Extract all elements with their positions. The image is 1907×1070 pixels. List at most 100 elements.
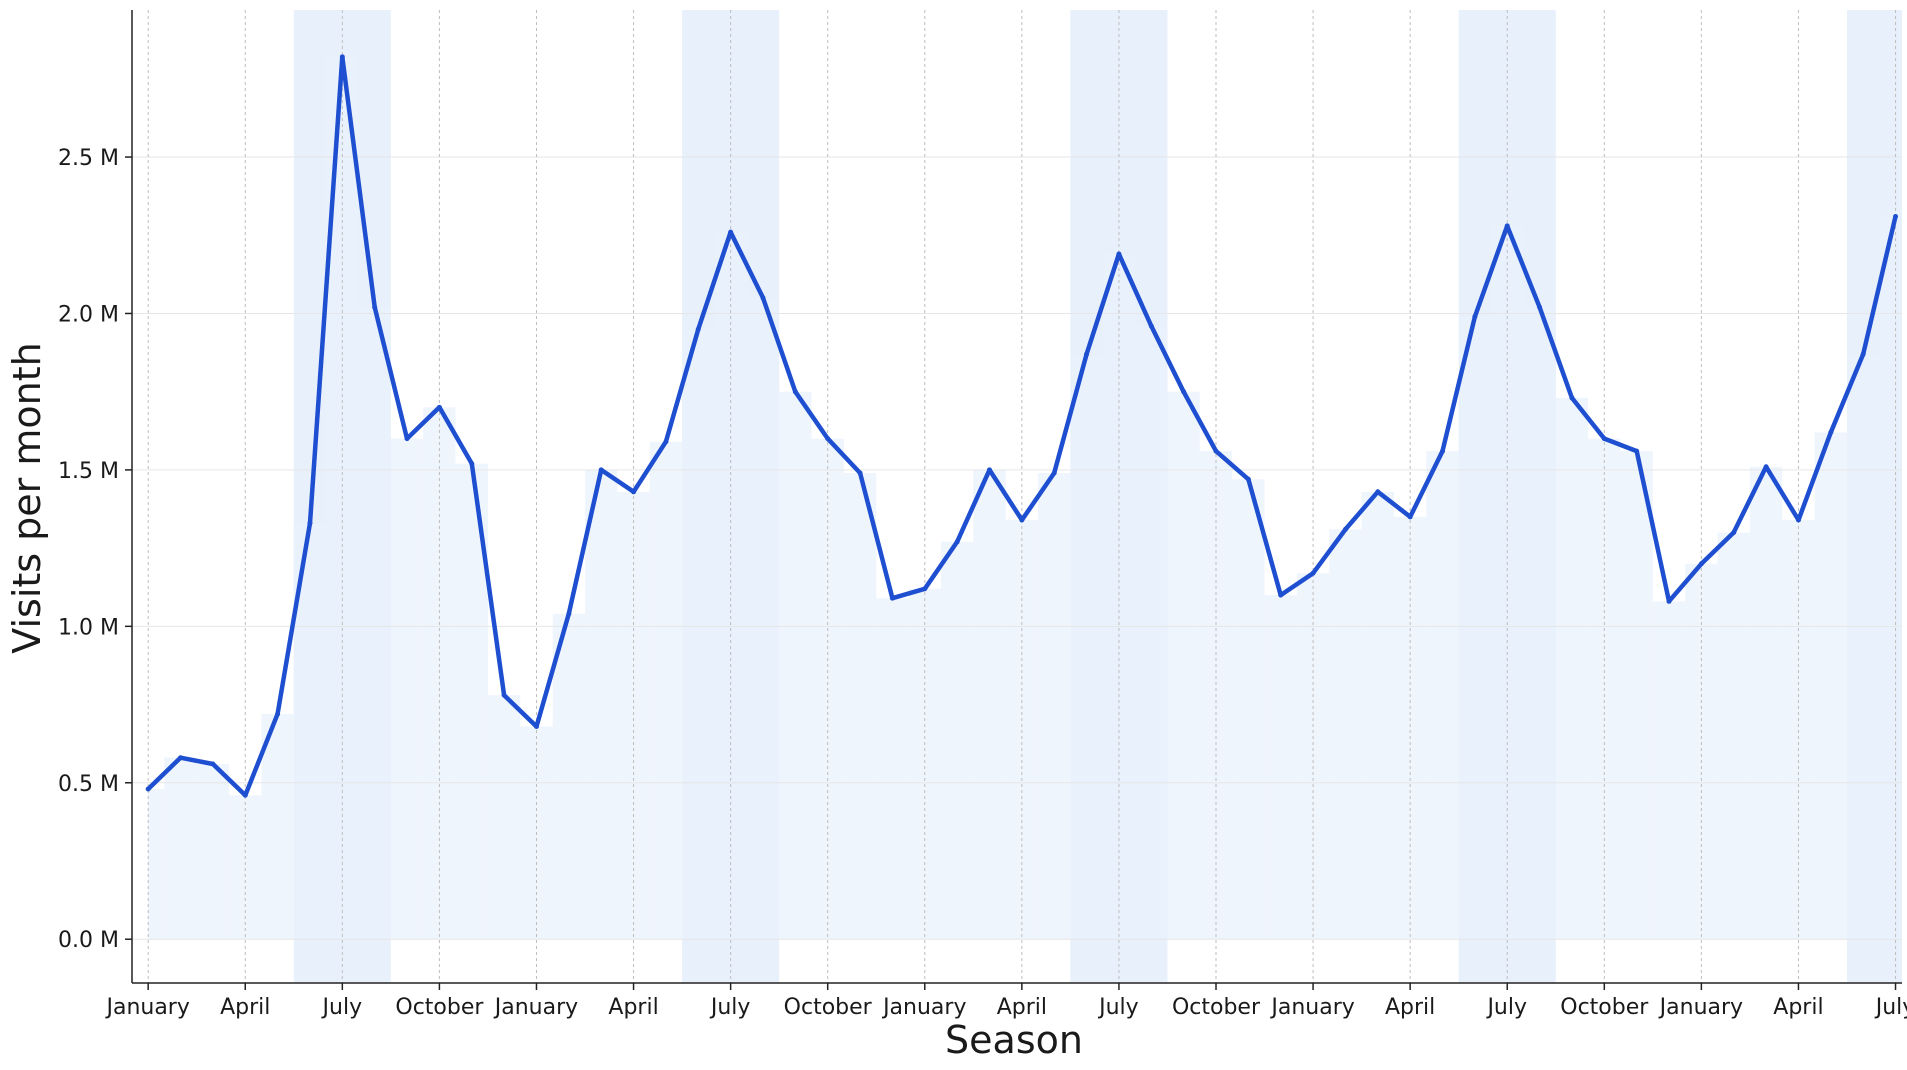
data-point xyxy=(1472,314,1478,320)
data-point xyxy=(566,611,572,617)
data-point xyxy=(1537,304,1543,310)
y-tick-label: 1.5 M xyxy=(58,459,119,484)
data-point xyxy=(695,326,701,332)
month-bar xyxy=(1264,595,1297,940)
data-point xyxy=(404,436,410,442)
month-bar xyxy=(1426,451,1459,940)
y-axis-title: Visits per month xyxy=(5,342,49,653)
month-bar xyxy=(746,297,780,940)
month-bar xyxy=(1717,532,1750,940)
x-tick-label: July xyxy=(1485,995,1527,1020)
x-tick-label: July xyxy=(709,995,751,1020)
month-bar xyxy=(1102,254,1136,940)
data-point xyxy=(889,595,895,601)
data-point xyxy=(1213,448,1219,454)
month-bar xyxy=(261,713,294,940)
x-tick-label: April xyxy=(608,995,658,1020)
month-bar xyxy=(148,789,165,940)
month-bar xyxy=(876,598,909,940)
data-point xyxy=(436,404,442,410)
data-point xyxy=(469,461,475,467)
data-point xyxy=(1634,448,1640,454)
x-tick-labels: January April July October January April July O… xyxy=(104,983,1907,1020)
x-tick-label: October xyxy=(1560,995,1649,1020)
data-point xyxy=(1731,529,1737,535)
month-bar xyxy=(1879,216,1896,940)
month-bar xyxy=(1070,354,1103,940)
month-bar xyxy=(229,795,262,940)
data-point xyxy=(1504,223,1510,229)
data-point xyxy=(857,470,863,476)
month-bar xyxy=(1846,354,1880,940)
month-bar xyxy=(1458,316,1492,940)
x-tick-label: January xyxy=(881,995,966,1020)
x-axis-title: Season xyxy=(945,1018,1083,1062)
month-bar xyxy=(1523,307,1556,940)
y-tick-label: 2.0 M xyxy=(58,302,119,327)
month-bar xyxy=(487,695,521,940)
data-point xyxy=(1440,448,1446,454)
month-bar xyxy=(1652,601,1686,940)
month-bar xyxy=(682,329,715,940)
data-point xyxy=(1601,436,1607,442)
month-bar xyxy=(164,757,197,940)
data-point xyxy=(1310,570,1316,576)
data-point xyxy=(1795,517,1801,523)
x-tick-label: April xyxy=(997,995,1047,1020)
month-bar xyxy=(649,441,683,940)
data-point xyxy=(1051,470,1057,476)
month-bar xyxy=(940,541,974,940)
data-point xyxy=(1407,514,1413,520)
data-point xyxy=(986,467,992,473)
month-bar xyxy=(1038,473,1071,940)
axes xyxy=(131,10,1902,984)
series-line xyxy=(145,54,1899,798)
month-bar xyxy=(1167,391,1200,940)
month-bar xyxy=(779,391,812,940)
month-bar xyxy=(423,407,456,940)
data-point xyxy=(631,489,637,495)
data-point xyxy=(1278,592,1284,598)
data-point xyxy=(1860,351,1866,357)
grid-lines xyxy=(132,10,1902,983)
month-bar xyxy=(1555,397,1589,940)
month-bar xyxy=(1361,491,1394,940)
month-bar xyxy=(1329,529,1362,940)
data-point xyxy=(1893,213,1899,219)
data-point xyxy=(1375,489,1381,495)
data-point xyxy=(339,54,345,60)
data-point xyxy=(533,723,539,729)
x-tick-label: July xyxy=(1097,995,1139,1020)
data-point xyxy=(954,539,960,545)
data-point xyxy=(1763,464,1769,470)
data-point xyxy=(1116,251,1122,257)
data-point xyxy=(1148,323,1154,329)
x-tick-label: January xyxy=(1658,995,1743,1020)
y-tick-label: 0.0 M xyxy=(58,928,119,953)
month-bar xyxy=(196,763,230,940)
data-point xyxy=(1569,395,1575,401)
x-tick-label: October xyxy=(1172,995,1261,1020)
x-tick-label: January xyxy=(104,995,189,1020)
data-point xyxy=(1828,429,1834,435)
x-tick-label: April xyxy=(1773,995,1823,1020)
data-point xyxy=(1698,561,1704,567)
y-tick-labels: 0.0 M 0.5 M 1.0 M 1.5 M 2.0 M 2.5 M xyxy=(58,146,132,953)
x-tick-label: January xyxy=(493,995,578,1020)
month-bar xyxy=(585,469,618,940)
data-point xyxy=(145,786,151,792)
y-tick-label: 1.0 M xyxy=(58,615,119,640)
month-bar xyxy=(1135,325,1168,940)
data-point xyxy=(663,439,669,445)
x-tick-label: April xyxy=(220,995,270,1020)
data-point xyxy=(1245,476,1251,482)
data-point xyxy=(210,761,216,767)
data-point xyxy=(275,711,281,717)
y-tick-label: 0.5 M xyxy=(58,772,119,797)
month-bar xyxy=(843,473,877,940)
month-bar xyxy=(1620,451,1653,940)
x-tick-label: April xyxy=(1385,995,1435,1020)
data-point xyxy=(598,467,604,473)
x-tick-label: October xyxy=(784,995,873,1020)
